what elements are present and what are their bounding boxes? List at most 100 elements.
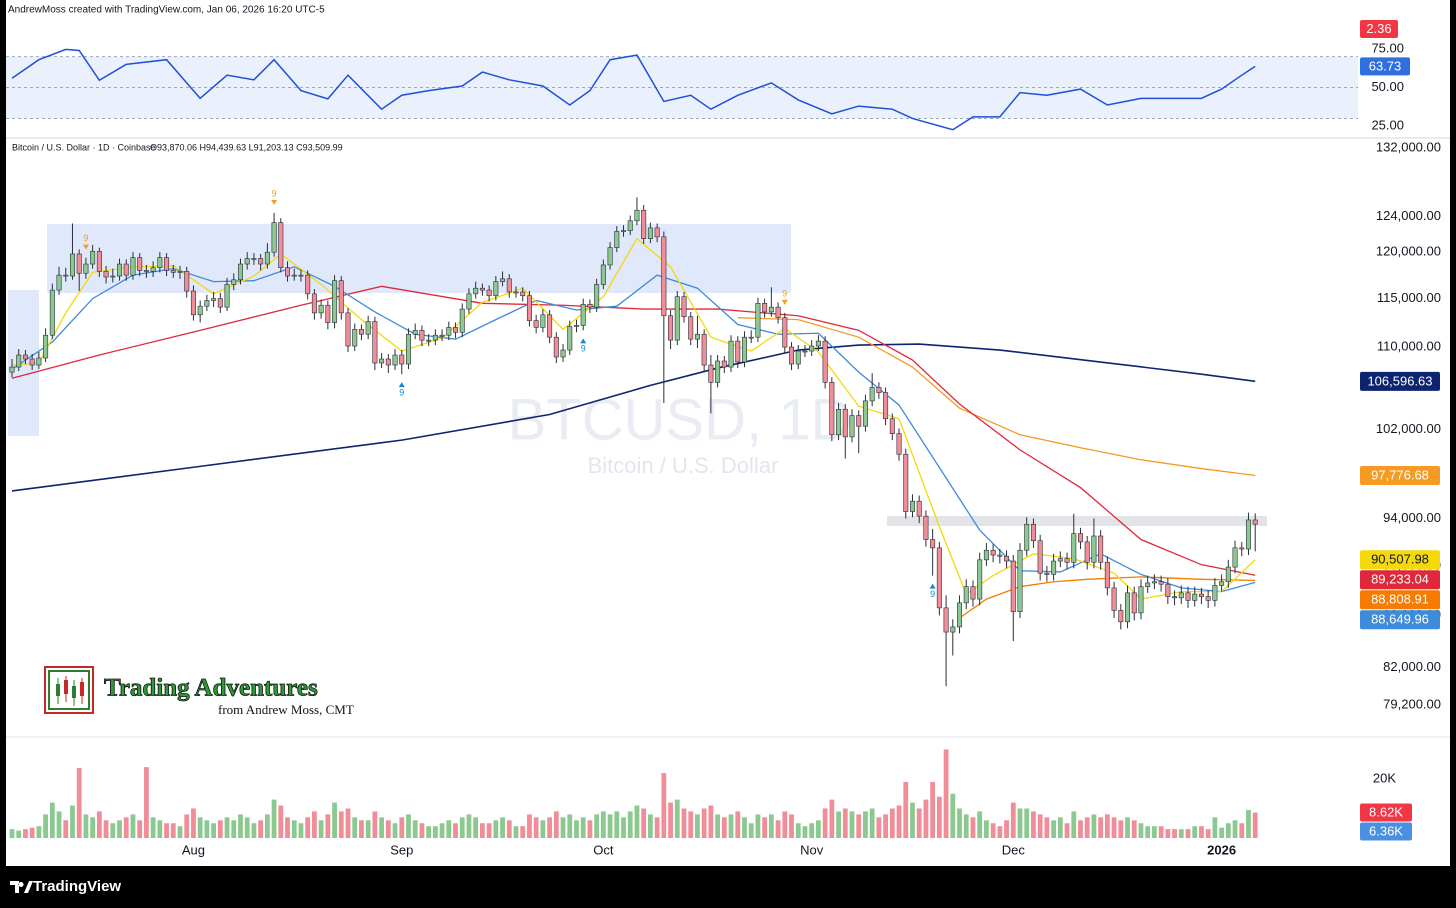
volume-bar: [775, 820, 781, 838]
candle-body: [661, 236, 667, 317]
y-tick-label: 75.00: [1371, 40, 1404, 55]
candle-body: [466, 293, 472, 310]
candle-body: [197, 305, 203, 316]
volume-bar: [903, 781, 909, 838]
y-tick-label: 82,000.00: [1383, 659, 1441, 674]
volume-bar: [1111, 817, 1117, 838]
candle-body: [654, 227, 660, 238]
volume-bar: [795, 823, 801, 838]
candle-body: [708, 364, 714, 383]
volume-bar: [271, 799, 277, 838]
volume-bar: [231, 820, 237, 838]
candle-body: [9, 366, 15, 373]
volume-bar: [1044, 817, 1050, 838]
candle-body: [170, 270, 176, 273]
candle-body: [69, 253, 75, 277]
y-tick-label: 102,000.00: [1376, 421, 1441, 436]
volume-bar: [1225, 823, 1231, 838]
td-count: 9: [399, 388, 404, 398]
td-arrow: [580, 338, 587, 344]
volume-bar: [123, 817, 129, 838]
candle-body: [553, 336, 559, 358]
candle-body: [500, 278, 506, 282]
volume-bar: [352, 817, 358, 838]
price-tag-label: 97,776.68: [1371, 467, 1429, 482]
candle-body: [849, 415, 855, 438]
candle-body: [1010, 560, 1016, 612]
price-tag: [1360, 466, 1440, 486]
candle-body: [432, 334, 438, 341]
volume-bar: [365, 820, 371, 838]
volume-bar: [1152, 826, 1157, 838]
candle-body: [896, 433, 902, 455]
volume-bar: [1098, 817, 1104, 838]
candle-body: [735, 340, 741, 363]
y-tick-label: 79,200.00: [1383, 697, 1441, 712]
volume-bar: [1172, 829, 1177, 838]
volume-bar: [842, 808, 848, 838]
candle-body: [190, 290, 196, 316]
volume-bar: [970, 817, 976, 838]
candle-body: [1131, 592, 1137, 614]
volume-bar: [325, 814, 331, 838]
volume-bar: [674, 799, 680, 838]
brand-icon: [10, 881, 33, 893]
volume-bar: [16, 830, 22, 838]
candle-body: [567, 326, 573, 351]
volume-bar: [822, 808, 828, 838]
volume-bar: [580, 817, 586, 838]
candle-body: [1172, 596, 1178, 599]
candle-body: [137, 257, 143, 271]
moving-average: [959, 576, 1256, 619]
candle-body: [580, 303, 586, 326]
volume-bar: [412, 820, 418, 838]
logo-box: [44, 666, 94, 714]
volume-bar: [332, 802, 337, 838]
volume-bar: [278, 805, 284, 838]
volume-bar: [876, 817, 882, 838]
volume-bar: [600, 811, 606, 838]
candle-body: [352, 329, 358, 347]
candle-body: [520, 291, 526, 297]
candle-body: [513, 291, 519, 294]
candle-body: [76, 253, 82, 274]
candle-body: [1077, 533, 1083, 543]
candle-body: [694, 333, 700, 340]
candle-body: [1071, 533, 1077, 563]
candle-body: [856, 415, 862, 427]
volume-bar: [244, 817, 250, 838]
volume-bar: [742, 817, 747, 838]
candle-body: [164, 257, 170, 271]
volume-bar: [43, 814, 48, 838]
volume-bar: [829, 799, 835, 838]
volume-bar: [1219, 827, 1224, 838]
volume-bar: [466, 814, 472, 838]
candle-body: [768, 306, 774, 313]
candle-body: [809, 345, 815, 352]
volume-bar: [211, 823, 216, 838]
candle-body: [1057, 558, 1063, 562]
credit: AndrewMoss created with TradingView.com,…: [8, 5, 325, 16]
candle-body: [802, 350, 808, 353]
candle-body: [668, 315, 674, 341]
volume-bar: [70, 805, 75, 838]
watermark-symbol: BTCUSD, 1D: [508, 387, 853, 452]
candle-body: [634, 209, 640, 222]
candle-body: [486, 289, 492, 297]
candle-body: [936, 547, 942, 609]
volume-bar: [1024, 808, 1030, 838]
volume-bar: [217, 820, 223, 838]
td-arrow: [271, 199, 278, 205]
volume-bar: [318, 820, 324, 838]
volume-bar: [197, 817, 203, 838]
volume-bar: [809, 823, 815, 838]
volume-bar: [695, 814, 700, 838]
volume-bar: [453, 823, 458, 838]
candle-body: [244, 258, 250, 265]
candle-body: [49, 289, 55, 336]
candle-body: [607, 247, 613, 266]
td-arrow: [398, 382, 405, 388]
candle-body: [204, 300, 210, 307]
candle-body: [311, 293, 317, 314]
candle-body: [1098, 535, 1104, 563]
